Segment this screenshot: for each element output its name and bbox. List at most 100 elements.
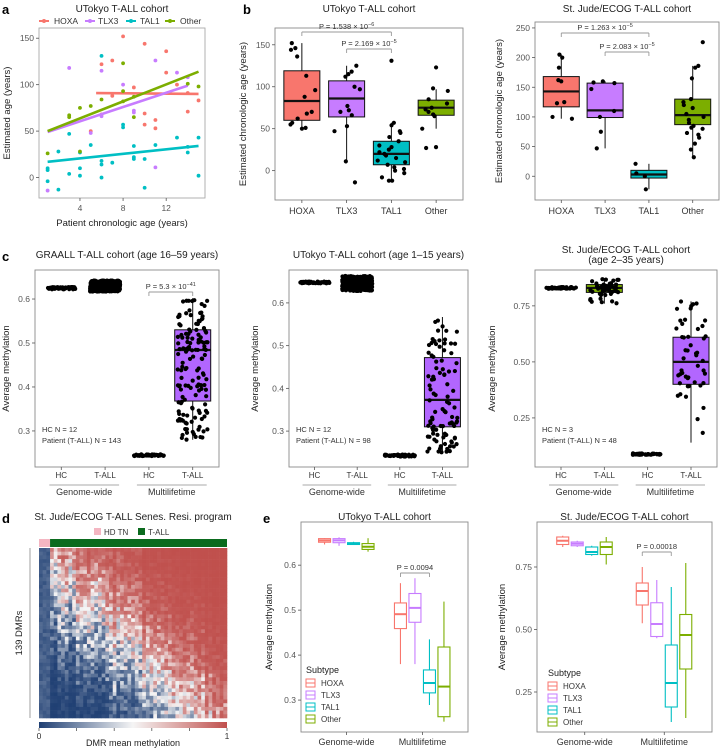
box-other [437, 646, 451, 718]
heatmap-cell [197, 688, 202, 693]
heatmap-cell [112, 599, 117, 604]
data-point [688, 306, 693, 311]
heatmap-cell [123, 695, 128, 700]
heatmap-cell [208, 566, 213, 571]
heatmap-cell [149, 607, 154, 612]
p-value-text: P = 0.00018 [637, 542, 678, 551]
heatmap-cell [120, 603, 125, 608]
heatmap-cell [97, 666, 102, 671]
x-axis-label: Patient chronologic age (years) [56, 218, 188, 229]
heatmap-cell [64, 625, 69, 630]
heatmap-cell [46, 551, 51, 556]
heatmap-cell [75, 684, 80, 689]
y-tick-label: 50 [521, 142, 531, 152]
heatmap-cell [142, 618, 147, 623]
heatmap-cell [86, 699, 91, 704]
heatmap-cell [42, 633, 47, 637]
heatmap-cell [116, 588, 121, 593]
heatmap-cell [112, 562, 117, 567]
heatmap-cell [90, 562, 95, 567]
heatmap-cell [68, 710, 73, 715]
y-tick-label: 0 [265, 166, 270, 176]
heatmap-cell [123, 666, 128, 671]
heatmap-cell [109, 703, 114, 708]
x-tick-label: Multilifetime [641, 737, 689, 747]
heatmap-cell [164, 651, 169, 656]
heatmap-cell [149, 684, 154, 689]
heatmap-cell [53, 614, 58, 619]
heatmap-cell [64, 651, 69, 656]
heatmap-cell [223, 551, 228, 556]
heatmap-cell [79, 662, 84, 667]
heatmap-cell [57, 669, 62, 674]
heatmap-cell [138, 695, 143, 700]
heatmap-cell [134, 677, 139, 682]
heatmap-cell [190, 673, 195, 678]
data-point-tal1 [78, 166, 82, 171]
heatmap-cell [168, 618, 173, 623]
heatmap-cell [64, 618, 69, 623]
data-point [295, 116, 300, 121]
heatmap-cell [109, 647, 114, 652]
heatmap-cell [53, 588, 58, 593]
heatmap-cell [57, 555, 62, 560]
heatmap-cell [97, 618, 102, 623]
data-point [199, 317, 204, 322]
heatmap-cell [197, 621, 202, 626]
y-tick-label: 0.4 [284, 650, 296, 660]
heatmap-cell [215, 666, 220, 671]
data-point-tal1 [99, 158, 104, 163]
heatmap-cell [138, 588, 143, 593]
heatmap-cell [215, 570, 220, 575]
heatmap-cell [90, 614, 95, 619]
plot-frame [38, 27, 206, 199]
data-point [428, 421, 433, 426]
data-point [112, 283, 117, 288]
heatmap-cell [223, 559, 228, 564]
heatmap-cell [131, 681, 136, 686]
data-point [678, 318, 683, 323]
heatmap-cell [190, 599, 195, 604]
heatmap-cell [94, 658, 99, 663]
heatmap-cell [190, 644, 195, 649]
heatmap-cell [101, 588, 106, 593]
heatmap-cell [182, 655, 187, 660]
heatmap-cell [109, 614, 114, 619]
heatmap-cell [64, 640, 69, 645]
data-point [439, 358, 444, 363]
heatmap-cell [156, 633, 161, 637]
heatmap-cell [94, 570, 99, 575]
heatmap-cell [39, 651, 43, 656]
heatmap-cell [64, 607, 69, 612]
heatmap-cell [171, 559, 176, 564]
heatmap-cell [109, 551, 114, 556]
legend-label: TLX3 [321, 691, 341, 700]
data-point [187, 308, 192, 313]
heatmap-cell [120, 714, 125, 719]
heatmap-cell [134, 559, 139, 564]
heatmap-cell [72, 599, 77, 604]
heatmap-cell [72, 710, 77, 715]
heatmap-cell [153, 688, 158, 693]
heatmap-cell [127, 666, 132, 671]
heatmap-cell [142, 706, 147, 711]
heatmap-cell [120, 644, 125, 649]
heatmap-cell [42, 681, 47, 686]
heatmap-cell [175, 581, 180, 586]
heatmap-cell [131, 592, 136, 597]
data-point-other [78, 149, 82, 154]
heatmap-cell [160, 640, 165, 645]
heatmap-cell [182, 614, 187, 619]
heatmap-cell [90, 633, 95, 637]
heatmap-cell [138, 625, 143, 630]
heatmap-cell [61, 681, 66, 686]
heatmap-cell [223, 573, 228, 578]
heatmap-cell [131, 614, 136, 619]
heatmap-cell [53, 710, 58, 715]
heatmap-cell [75, 562, 80, 567]
heatmap-cell [212, 592, 217, 597]
data-point [136, 453, 141, 458]
legend-label: TAL1 [563, 706, 582, 715]
heatmap-cell [53, 651, 58, 656]
heatmap-cell [50, 662, 55, 667]
